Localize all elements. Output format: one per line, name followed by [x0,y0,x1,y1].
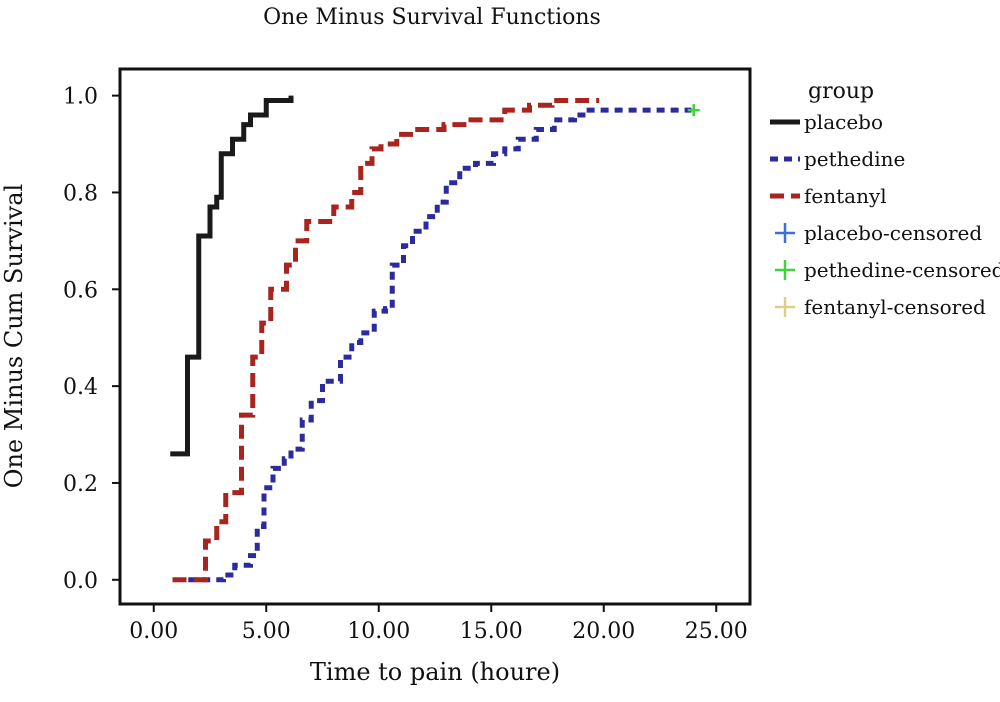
chart-title: One Minus Survival Functions [263,5,601,30]
x-tick-label: 15.00 [460,619,523,644]
plot-area-frame [118,67,752,606]
legend-label: placebo-censored [804,221,982,245]
x-tick-label: 5.00 [242,619,291,644]
y-tick-label: 0.4 [63,375,98,400]
y-axis-label: One Minus Cum Survival [0,184,28,488]
y-axis: 0.0 0.2 0.4 0.6 0.8 1.0 [63,85,120,594]
legend-label: pethedine-censored [804,258,1000,282]
legend-item-fentanyl-censored: fentanyl-censored [775,295,986,319]
y-tick-label: 0.6 [63,278,98,303]
series-line-pethedine [188,107,692,583]
x-tick-label: 20.00 [572,619,635,644]
series-line-placebo [170,95,294,457]
legend-item-pethedine: pethedine [770,147,905,171]
legend-item-pethedine-censored: pethedine-censored [775,258,1000,282]
legend-item-placebo-censored: placebo-censored [775,221,982,245]
x-tick-label: 25.00 [685,619,748,644]
legend-item-placebo: placebo [770,110,883,134]
legend-title: group [808,79,874,104]
censor-marks [687,104,700,117]
legend: group placebo pethedine fentanyl placebo-ce… [770,79,1000,319]
y-tick-label: 0.8 [63,181,98,206]
y-tick-label: 0.0 [63,569,98,594]
y-tick-label: 1.0 [63,85,98,110]
legend-label: placebo [804,110,883,134]
x-axis: 0.00 5.00 10.00 15.00 20.00 25.00 [129,604,748,644]
legend-label: fentanyl-censored [804,295,986,319]
y-tick-label: 0.2 [63,472,98,497]
series-layer [170,95,692,583]
legend-item-fentanyl: fentanyl [770,184,887,208]
x-tick-label: 0.00 [129,619,178,644]
legend-label: pethedine [804,147,905,171]
x-tick-label: 10.00 [347,619,410,644]
series-line-fentanyl [172,97,600,583]
legend-label: fentanyl [804,184,887,208]
x-axis-label: Time to pain (houre) [310,658,560,686]
